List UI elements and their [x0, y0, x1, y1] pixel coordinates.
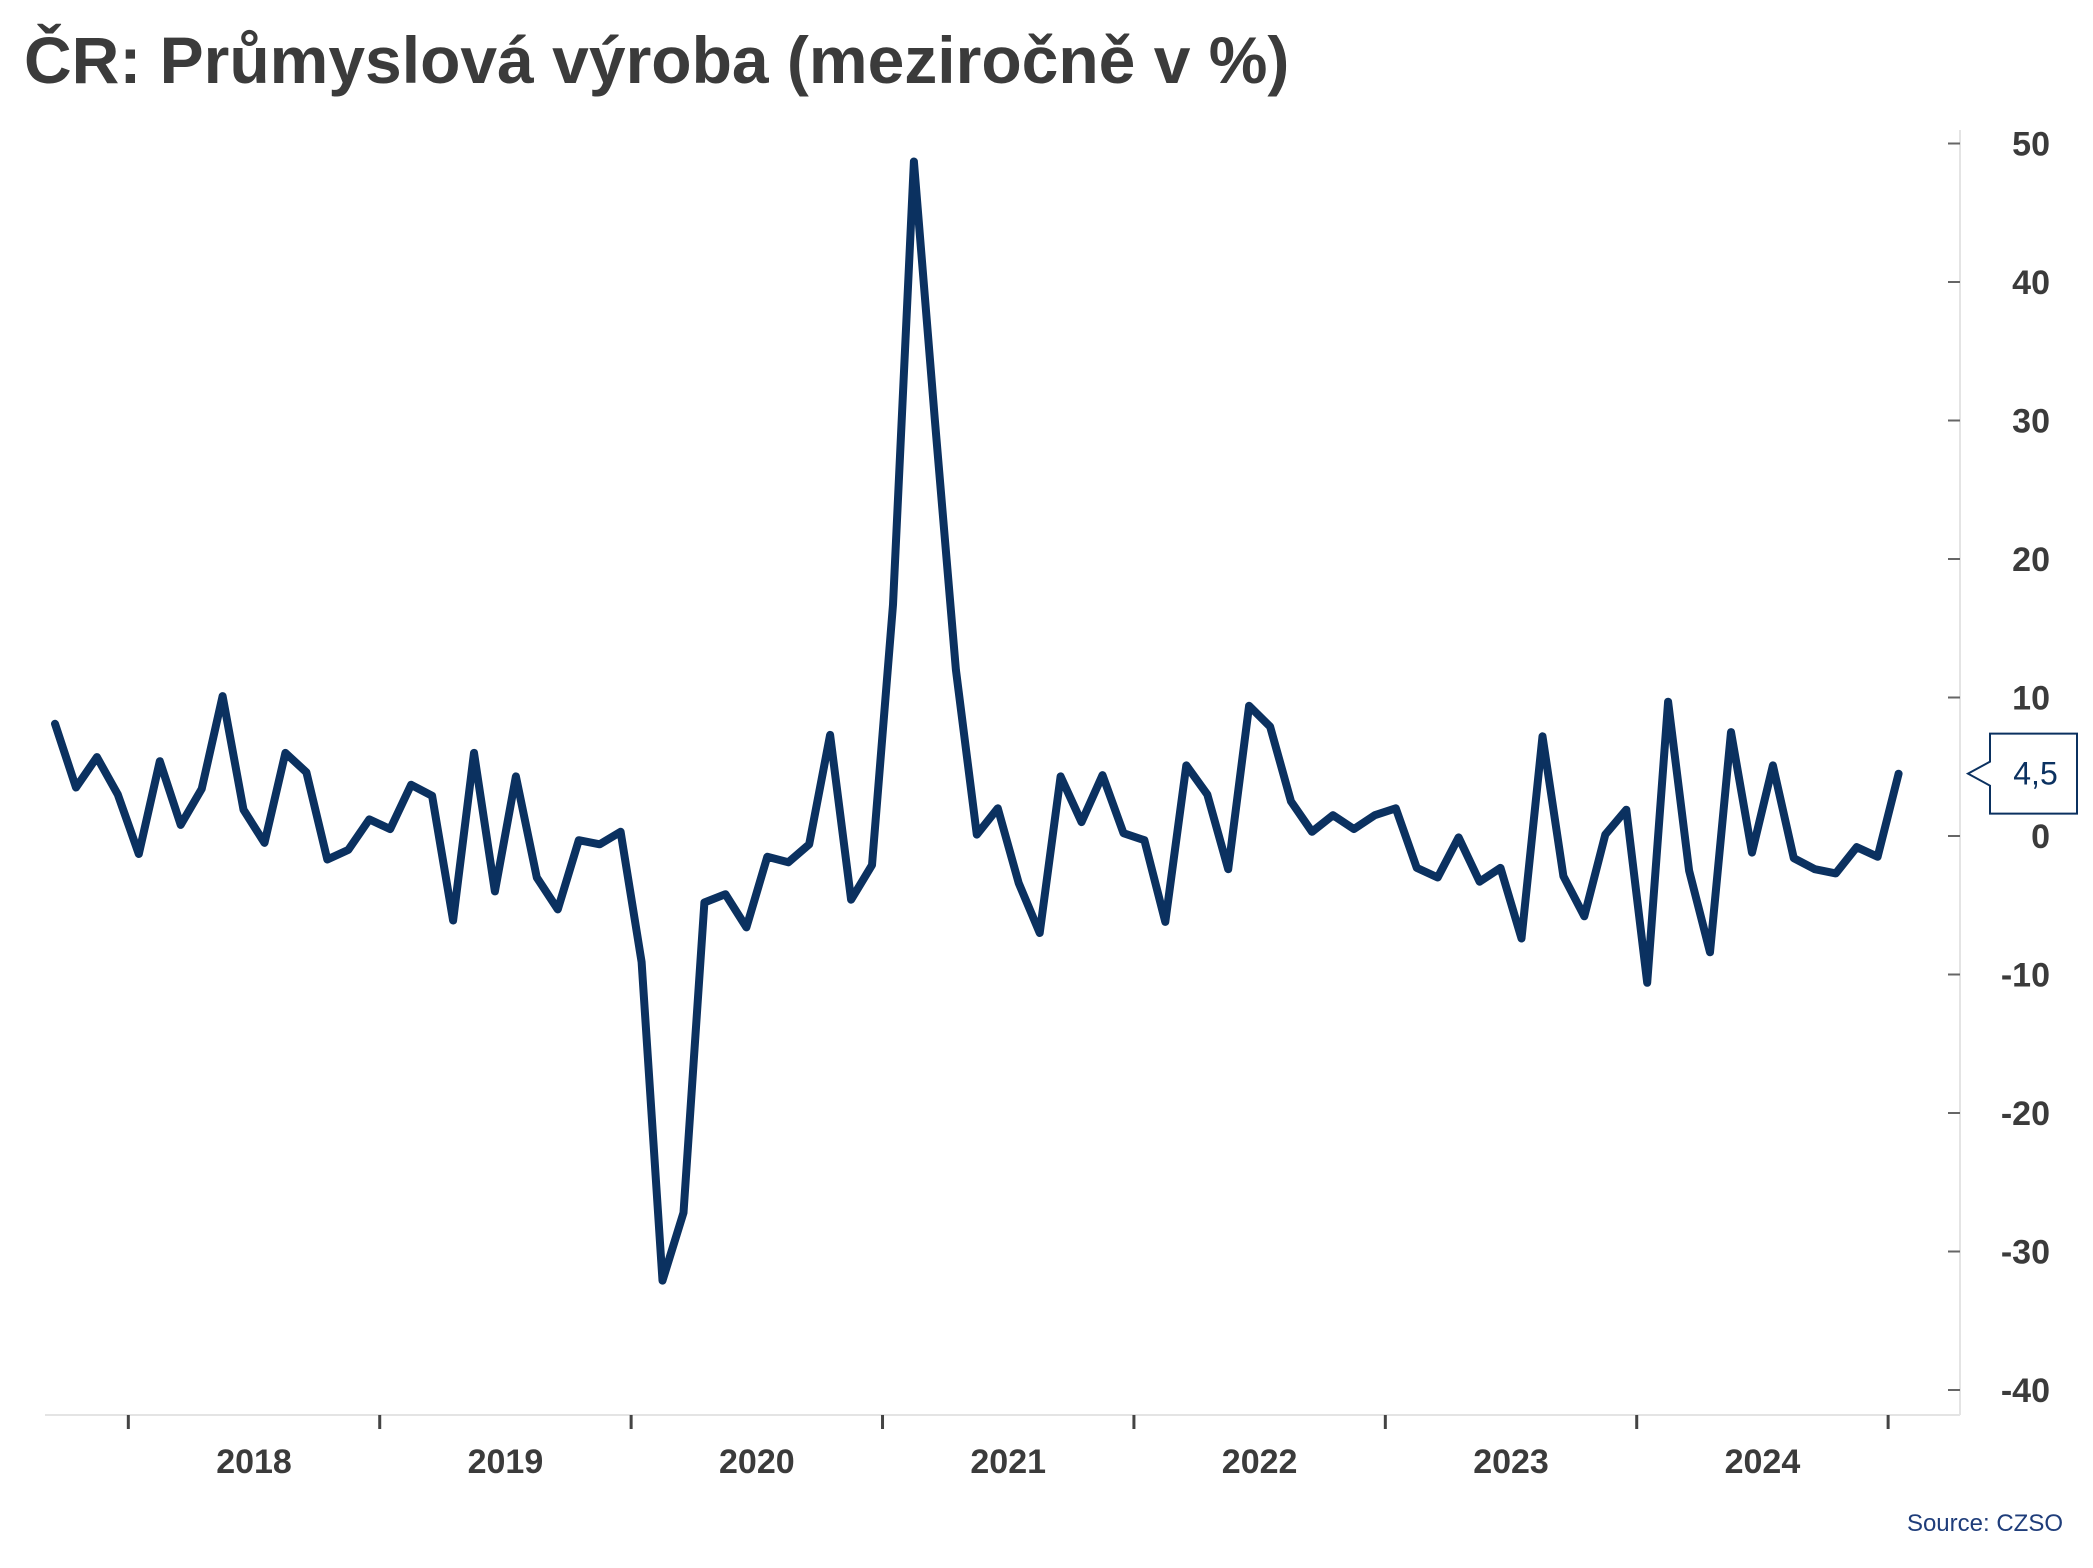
- y-tick-label: -10: [2001, 957, 2050, 995]
- x-tick-label: 2020: [719, 1443, 795, 1481]
- x-tick-label: 2021: [970, 1443, 1046, 1481]
- y-tick-label: -20: [2001, 1095, 2050, 1133]
- source-note: Source: CZSO: [1906, 1510, 2063, 1537]
- x-tick-label: 2023: [1473, 1443, 1549, 1481]
- labels-layer: 50 40 30 20 10 0 -10 -20 -30 -40 2018 2019 2020 2021 2…: [216, 126, 2078, 1481]
- y-tick-label: 10: [2012, 680, 2050, 718]
- y-tick-label: 30: [2012, 403, 2050, 441]
- y-tick-label: -40: [2001, 1372, 2050, 1410]
- series-line: [51, 157, 1903, 1285]
- x-tick-label: 2022: [1222, 1443, 1298, 1481]
- x-tick-label: 2018: [216, 1443, 292, 1481]
- x-tick-label: 2019: [468, 1443, 544, 1481]
- series-layer: [51, 157, 1903, 1285]
- last-value-box: [1965, 732, 2078, 815]
- axes-layer: [45, 130, 1961, 1429]
- y-tick-label: 50: [2012, 126, 2050, 164]
- y-tick-label: 0: [2031, 818, 2050, 856]
- y-tick-label: 40: [2012, 264, 2050, 302]
- y-tick-label: -30: [2001, 1234, 2050, 1272]
- x-tick-label: 2024: [1725, 1443, 1801, 1481]
- last-value-label: 4,5: [2013, 756, 2057, 792]
- chart-title: ČR: Průmyslová výroba (meziročně v %): [24, 23, 1290, 97]
- y-tick-label: 20: [2012, 541, 2050, 579]
